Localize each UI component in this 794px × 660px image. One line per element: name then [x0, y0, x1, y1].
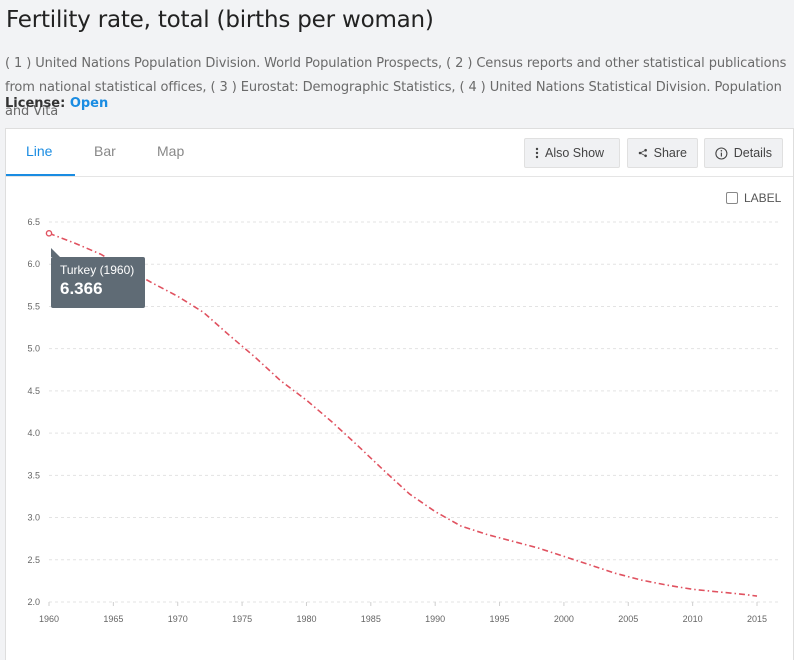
tooltip-value: 6.366: [60, 279, 103, 298]
tab-line[interactable]: Line: [26, 143, 53, 159]
x-tick-label-5: 1985: [361, 614, 381, 624]
tooltip-title: Turkey (1960): [60, 263, 135, 277]
series-line-0: [48, 232, 758, 597]
x-tick-label-0: 1960: [39, 614, 59, 624]
share-icon: [638, 148, 647, 158]
also-show-button[interactable]: Also Show: [524, 138, 620, 168]
y-tick-label-7: 5.5: [27, 301, 40, 311]
more-vertical-icon: [535, 147, 539, 159]
y-tick-label-6: 5.0: [27, 344, 40, 354]
label-checkbox[interactable]: [726, 192, 738, 204]
series-layer: [45, 230, 758, 597]
tab-bar-chart[interactable]: Bar: [94, 143, 116, 159]
share-label: Share: [653, 146, 687, 160]
page-title: Fertility rate, total (births per woman): [6, 7, 434, 33]
tab-bar: Line Bar Map Also Show Share Details: [6, 129, 793, 177]
x-tick-label-8: 2000: [554, 614, 574, 624]
y-tick-label-9: 6.5: [27, 217, 40, 227]
license-label: License:: [5, 96, 66, 111]
x-tick-label-6: 1990: [425, 614, 445, 624]
details-button[interactable]: Details: [704, 138, 783, 168]
x-tick-label-2: 1970: [168, 614, 188, 624]
details-label: Details: [733, 146, 772, 160]
y-tick-label-8: 6.0: [27, 259, 40, 269]
x-tick-label-11: 2015: [747, 614, 767, 624]
data-tooltip: Turkey (1960) 6.366: [51, 248, 145, 308]
axis-layer: 2.0 2.5 3.0 3.5 4.0 4.5 5.0 5.5 6.0 6.5 1960 1965 19…: [27, 217, 767, 624]
highlighted-point[interactable]: [45, 230, 53, 237]
info-icon: [715, 146, 728, 160]
license-link[interactable]: Open: [69, 96, 109, 111]
x-tick-label-4: 1980: [296, 614, 316, 624]
x-tick-label-9: 2005: [618, 614, 638, 624]
x-tick-label-10: 2010: [683, 614, 703, 624]
y-tick-label-4: 4.0: [27, 428, 40, 438]
y-tick-label-3: 3.5: [27, 470, 40, 480]
label-toggle[interactable]: LABEL: [726, 191, 781, 205]
label-toggle-text: LABEL: [744, 191, 782, 205]
x-tick-label-7: 1995: [490, 614, 510, 624]
license-line: License: Open: [5, 96, 108, 111]
source-text: ( 1 ) United Nations Population Division…: [5, 56, 787, 119]
x-tick-label-3: 1975: [232, 614, 252, 624]
grid-layer: [49, 221, 779, 603]
also-show-label: Also Show: [545, 146, 605, 160]
x-tick-label-1: 1965: [103, 614, 123, 624]
chart-panel: Line Bar Map Also Show Share Details LAB…: [5, 128, 794, 660]
y-tick-label-2: 3.0: [27, 513, 40, 523]
tab-map[interactable]: Map: [157, 143, 185, 159]
y-tick-label-1: 2.5: [27, 555, 40, 565]
y-tick-label-0: 2.0: [27, 597, 40, 607]
active-tab-indicator: [6, 174, 75, 176]
y-tick-label-5: 4.5: [27, 386, 40, 396]
share-button[interactable]: Share: [627, 138, 698, 168]
